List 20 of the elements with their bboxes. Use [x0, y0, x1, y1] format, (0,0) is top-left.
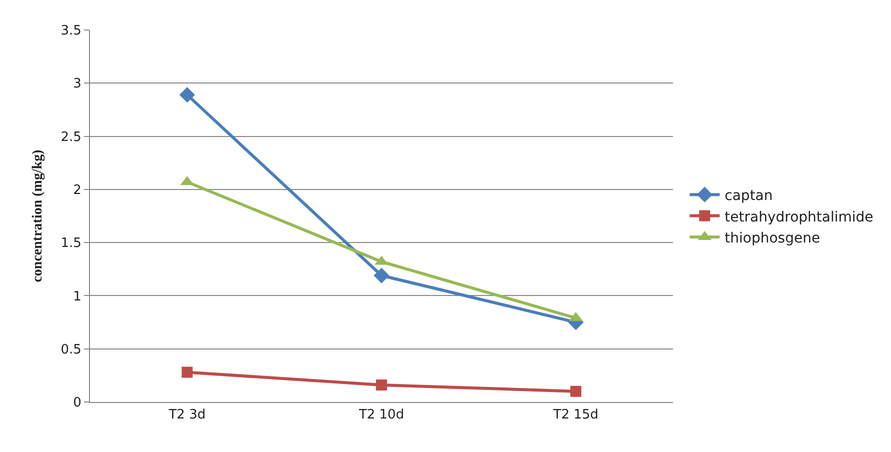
legend-label: tetrahydrophtalimide	[724, 209, 874, 226]
x-tick-label: T2 15d	[552, 408, 598, 423]
x-tick-label: T2 3d	[168, 408, 206, 423]
legend-label: captan	[724, 188, 773, 204]
point	[374, 268, 390, 284]
x-tick-label: T2 10d	[358, 408, 404, 423]
y-tick-label: 2.5	[60, 130, 82, 145]
point	[182, 366, 193, 378]
y-tick-label: 2	[73, 182, 82, 198]
y-tick-label: 1.5	[60, 236, 82, 252]
y-tick-label: 0.5	[60, 342, 82, 358]
y-axis-title: concentration (mg/kg)	[30, 149, 46, 282]
y-tick-label: 3	[73, 76, 82, 92]
y-tick-label: 0	[73, 396, 82, 411]
y-tick-label: 1	[73, 289, 82, 304]
legend-label: thiophosgene	[724, 230, 820, 246]
point	[179, 87, 195, 103]
point	[570, 386, 582, 397]
point	[376, 379, 387, 390]
y-tick-label: 3.5	[60, 24, 82, 39]
